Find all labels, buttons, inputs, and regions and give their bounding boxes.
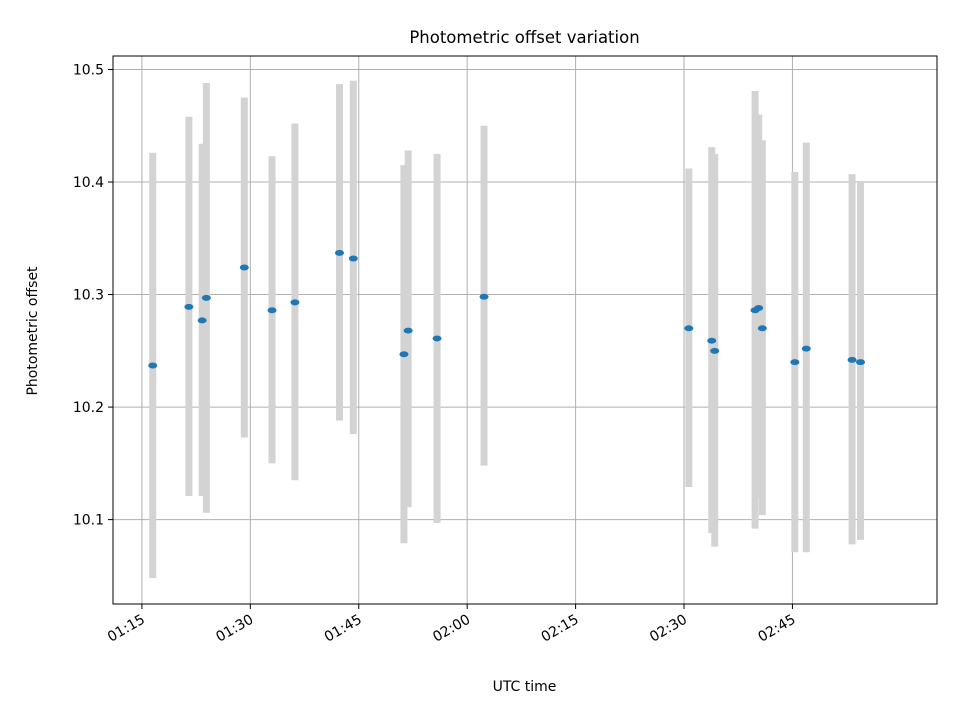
- data-point: [684, 325, 694, 332]
- data-point: [754, 305, 764, 312]
- chart-title: Photometric offset variation: [409, 28, 639, 47]
- y-tick-label: 10.1: [73, 513, 104, 529]
- data-point: [348, 255, 358, 262]
- grid: [113, 56, 937, 604]
- data-point: [432, 335, 442, 342]
- data-point: [184, 303, 194, 310]
- data-point: [790, 359, 800, 366]
- data-point: [847, 356, 857, 363]
- data-point: [239, 264, 249, 271]
- data-point: [290, 299, 300, 306]
- y-tick-label: 10.2: [73, 400, 104, 416]
- data-point: [334, 249, 344, 256]
- data-point: [201, 294, 211, 301]
- data-point: [707, 337, 717, 344]
- data-point: [403, 327, 413, 334]
- data-point: [399, 351, 409, 358]
- data-point: [197, 317, 207, 324]
- data-point: [856, 359, 866, 366]
- y-tick-label: 10.3: [73, 288, 104, 304]
- y-axis-label: Photometric offset: [25, 266, 41, 396]
- data-point: [148, 362, 158, 369]
- data-point: [757, 325, 767, 332]
- y-tick-label: 10.4: [73, 175, 104, 191]
- data-point: [479, 293, 489, 300]
- data-point: [801, 345, 811, 352]
- data-point: [710, 347, 720, 354]
- y-tick-label: 10.5: [73, 63, 104, 79]
- y-axis-ticks: 10.1 10.2 10.3 10.4 10.5: [73, 63, 113, 529]
- data-point: [267, 307, 277, 314]
- data-points: [148, 249, 866, 369]
- plot-frame: [112, 55, 938, 605]
- x-axis-label: UTC time: [493, 679, 557, 695]
